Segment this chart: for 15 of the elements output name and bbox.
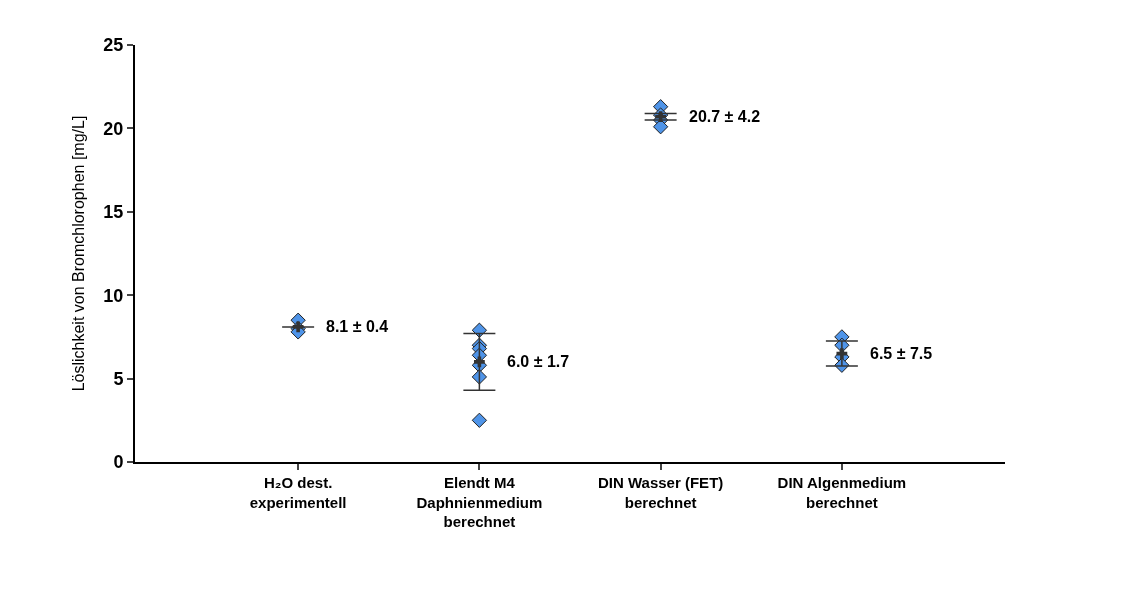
y-tick-label: 15 xyxy=(103,202,124,223)
x-tick-label: DIN Wasser (FET) berechnet xyxy=(597,474,724,511)
y-tick-label: 25 xyxy=(103,35,124,56)
y-tick-label: 20 xyxy=(103,118,124,139)
y-tick-label: 5 xyxy=(113,368,124,389)
y-tick-label: 0 xyxy=(113,452,124,473)
x-tick-label: DIN Algenmedium berechnet xyxy=(777,474,907,511)
annotation: 8.1 ± 0.4 xyxy=(326,318,389,335)
x-tick-label: Elendt M4 Daphnienmedium berechnet xyxy=(416,474,543,530)
annotation: 6.5 ± 7.5 xyxy=(870,345,933,362)
x-tick-label: H₂O dest. experimentell xyxy=(249,474,347,511)
annotation: 6.0 ± 1.7 xyxy=(507,353,570,370)
annotation: 20.7 ± 4.2 xyxy=(689,108,761,125)
y-tick-label: 10 xyxy=(103,285,124,306)
y-axis-title: Löslichkeit von Bromchlorophen [mg/L] xyxy=(69,115,87,392)
